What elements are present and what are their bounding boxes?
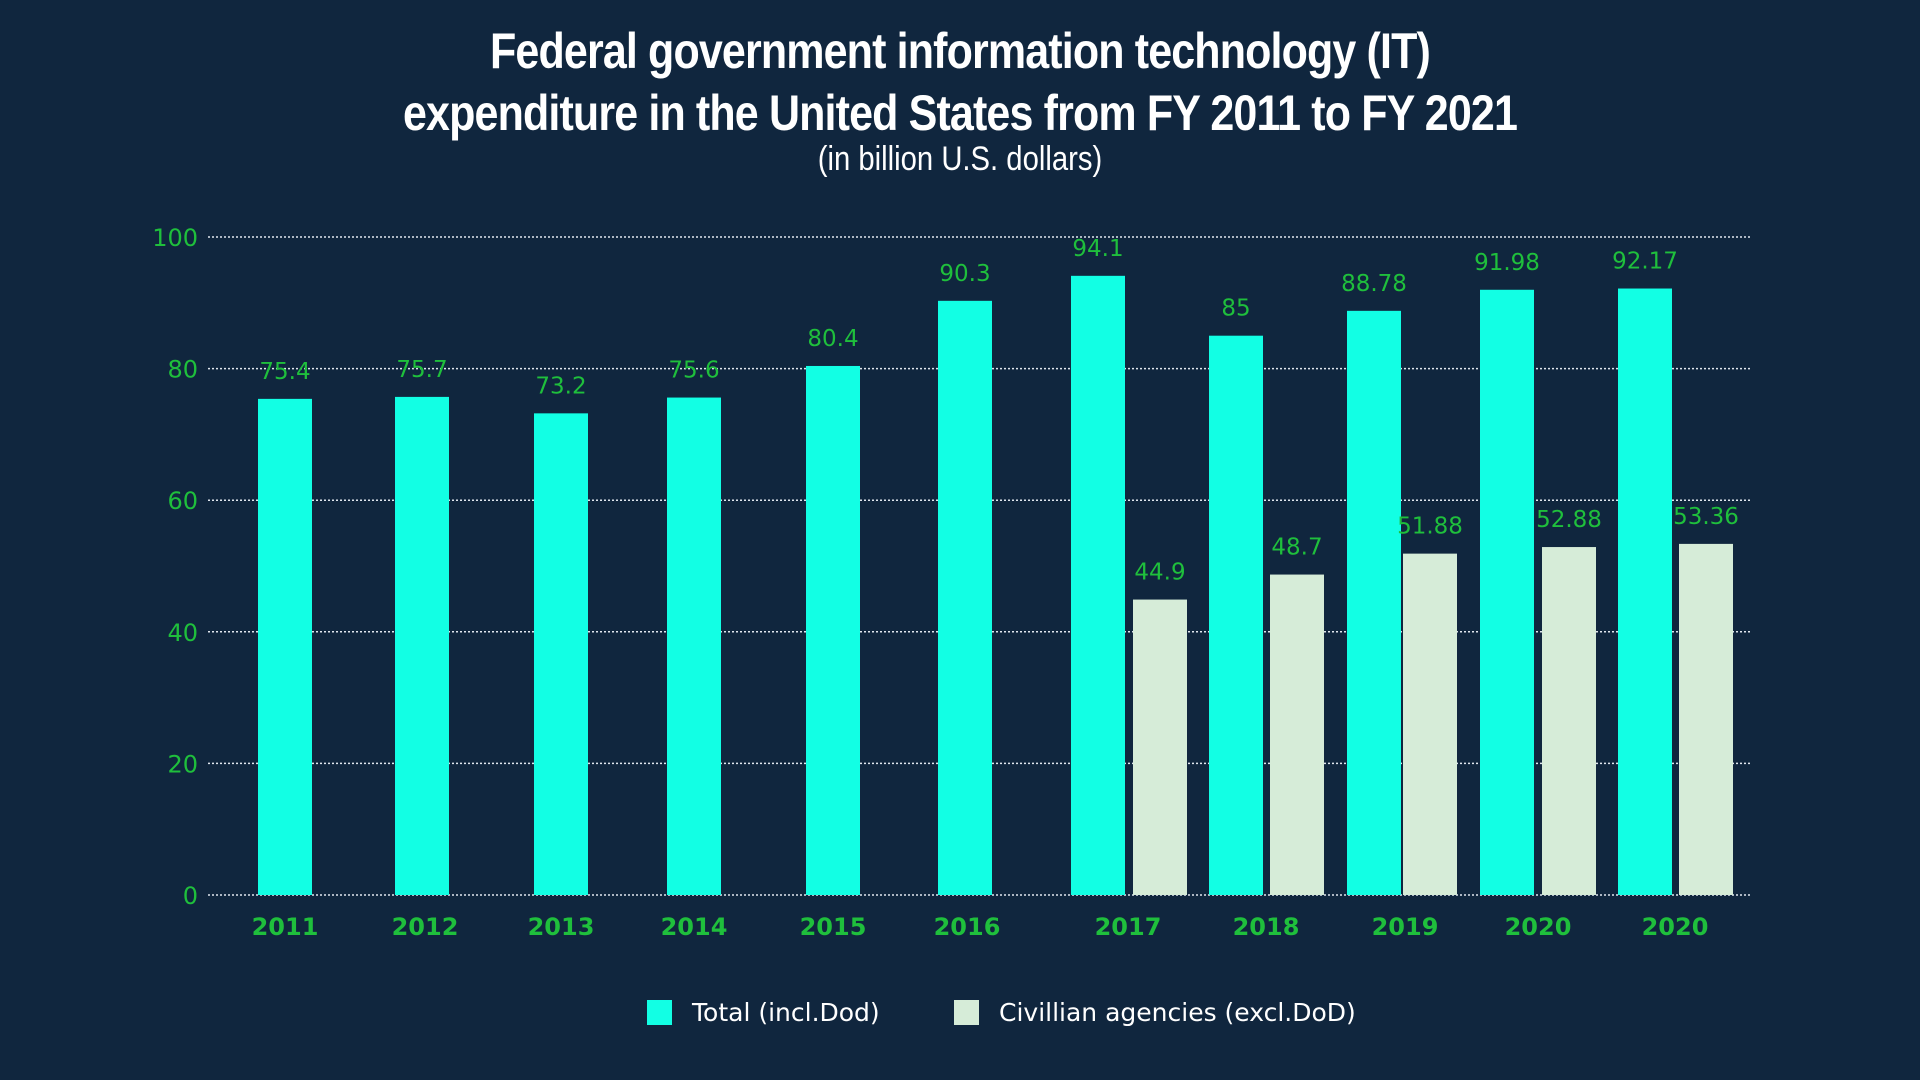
x-tick-label: 2012 [392, 913, 459, 941]
x-tick-label: 2016 [934, 913, 1001, 941]
bar [395, 396, 449, 895]
y-tick-label: 20 [167, 750, 198, 778]
bar [806, 365, 860, 895]
legend-swatch-civilian [954, 1000, 979, 1025]
x-tick-label: 2015 [800, 913, 867, 941]
y-tick-label: 100 [152, 224, 198, 252]
x-tick-label: 2013 [528, 913, 595, 941]
y-tick-label: 60 [167, 487, 198, 515]
x-tick-label: 2018 [1233, 913, 1300, 941]
bar [1071, 275, 1125, 895]
x-tick-label: 2019 [1372, 913, 1439, 941]
data-label: 91.98 [1474, 250, 1540, 276]
bar [1403, 553, 1457, 895]
legend-label-total: Total (incl.Dod) [692, 998, 880, 1027]
legend-swatch-total [647, 1000, 672, 1025]
chart-title-line-2: expenditure in the United States from FY… [403, 85, 1518, 141]
data-label: 88.78 [1341, 271, 1407, 297]
legend-item-civilian: Civillian agencies (excl.DoD) [954, 998, 1356, 1027]
bar [1618, 288, 1672, 896]
data-label: 90.3 [939, 261, 990, 287]
x-tick-label: 2014 [661, 913, 728, 941]
bar [1480, 289, 1534, 895]
data-label: 75.6 [668, 358, 719, 384]
data-label: 92.17 [1612, 249, 1678, 275]
bar [1679, 543, 1733, 895]
legend-item-total: Total (incl.Dod) [647, 998, 880, 1027]
chart-title-line-1: Federal government information technolog… [490, 23, 1431, 79]
data-label: 75.4 [259, 359, 310, 385]
chart-subtitle: (in billion U.S. dollars) [817, 140, 1103, 178]
bar [258, 398, 312, 895]
bar [1209, 335, 1263, 895]
y-tick-label: 80 [167, 356, 198, 384]
data-label: 94.1 [1072, 236, 1123, 262]
data-label: 85 [1221, 296, 1250, 322]
bar [534, 413, 588, 895]
data-label: 52.88 [1536, 507, 1602, 533]
bar [1270, 574, 1324, 895]
y-tick-label: 0 [183, 882, 198, 910]
data-label: 44.9 [1134, 560, 1185, 586]
x-tick-label: 2020 [1505, 913, 1572, 941]
y-tick-label: 40 [167, 619, 198, 647]
bar [1133, 599, 1187, 895]
data-label: 73.2 [535, 373, 586, 399]
data-label: 51.88 [1397, 514, 1463, 540]
data-label: 75.7 [396, 357, 447, 383]
bar [1347, 310, 1401, 895]
bar [938, 300, 992, 895]
data-label: 48.7 [1271, 535, 1322, 561]
x-tick-label: 2017 [1095, 913, 1162, 941]
data-label: 80.4 [807, 326, 858, 352]
x-tick-label: 2011 [252, 913, 319, 941]
legend-label-civilian: Civillian agencies (excl.DoD) [999, 998, 1356, 1027]
data-label: 53.36 [1673, 504, 1739, 530]
bar [1542, 547, 1596, 895]
x-tick-label: 2020 [1642, 913, 1709, 941]
bar [667, 397, 721, 895]
